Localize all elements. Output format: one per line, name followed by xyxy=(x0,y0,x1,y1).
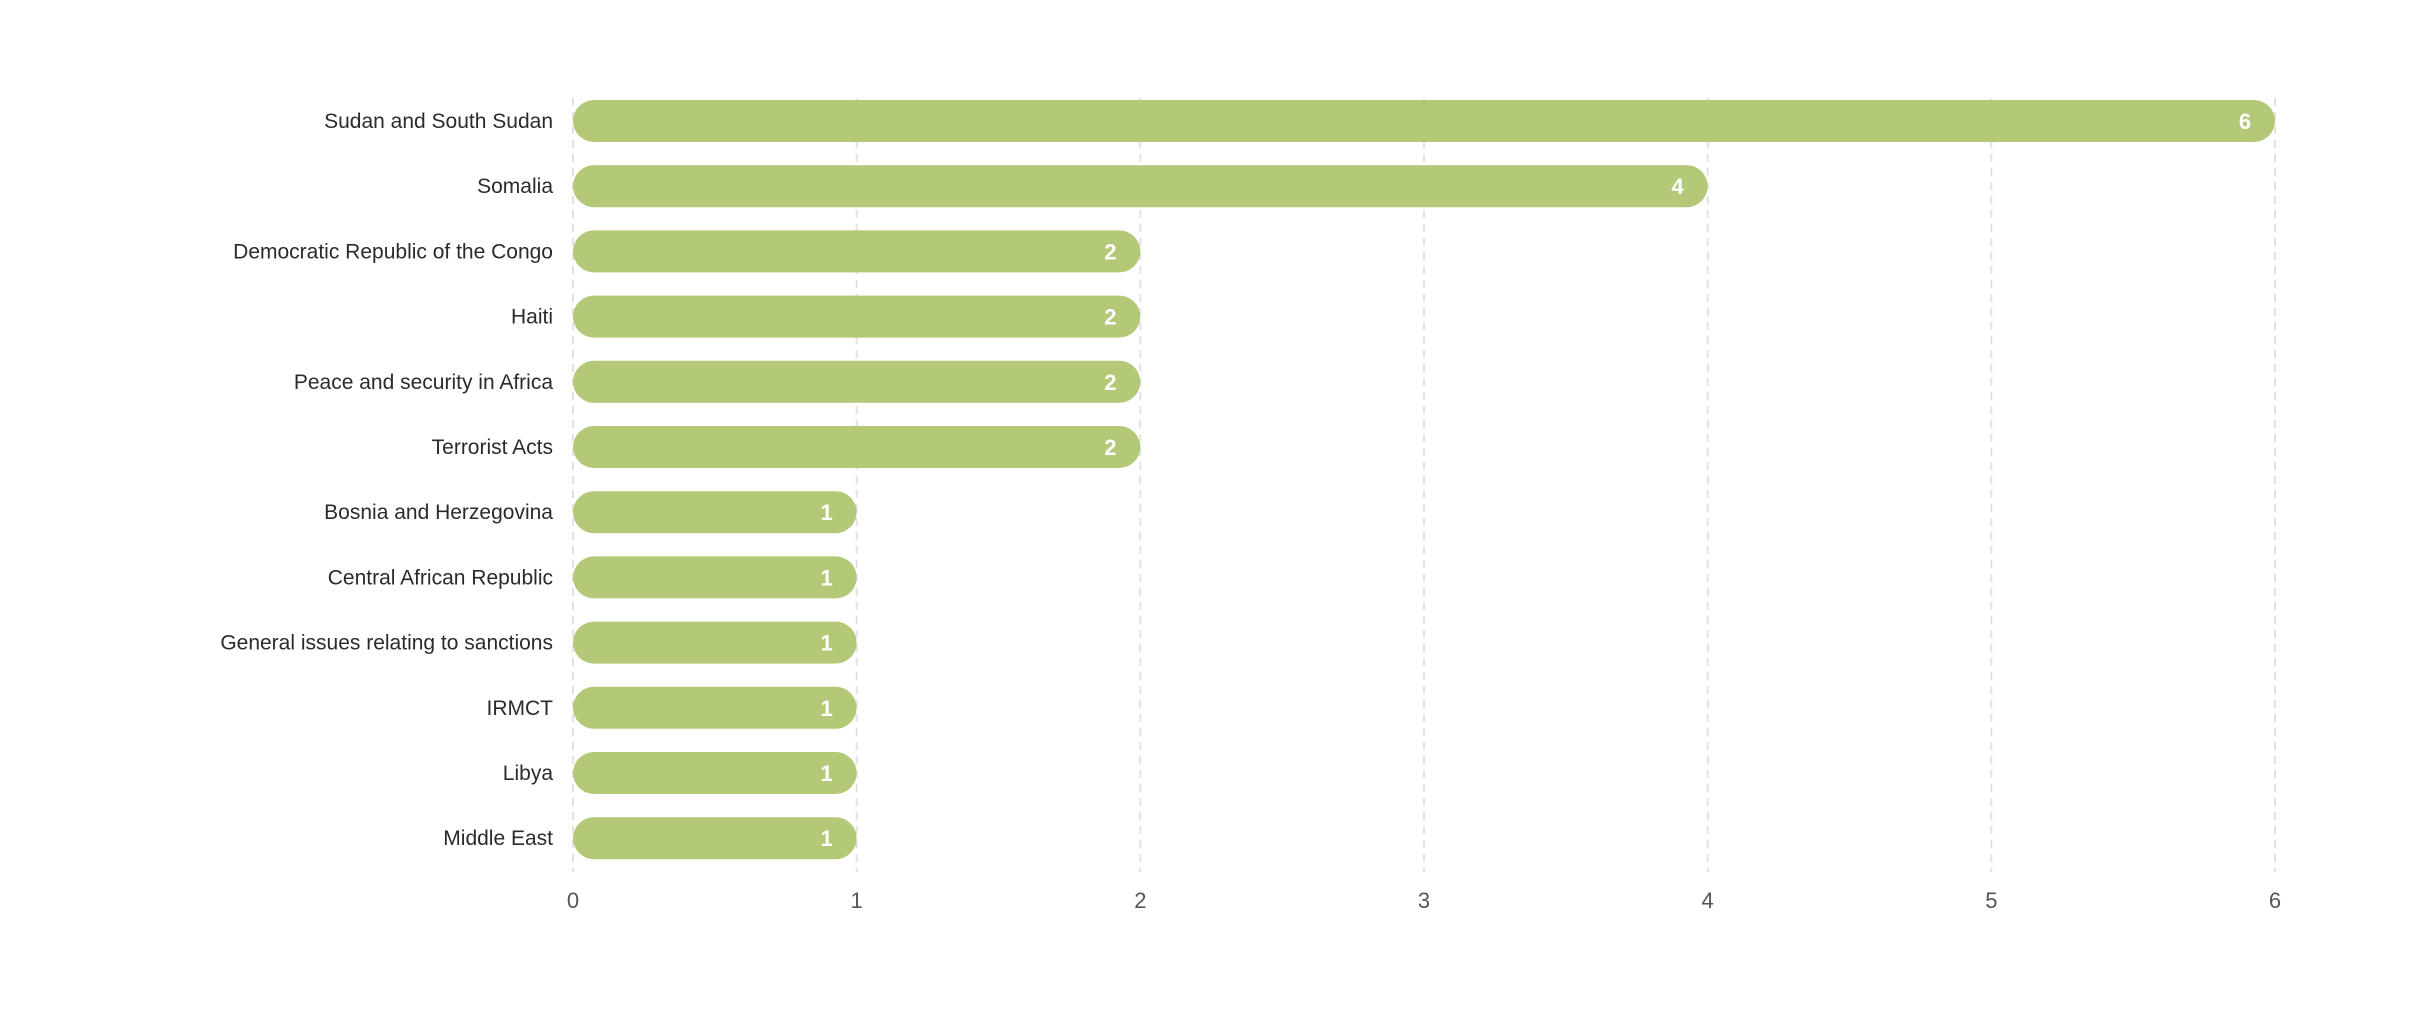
category-label-9: IRMCT xyxy=(487,697,554,720)
value-label-8: 1 xyxy=(821,631,833,656)
category-label-6: Bosnia and Herzegovina xyxy=(324,501,553,524)
bar-4 xyxy=(573,360,1141,403)
category-label-3: Haiti xyxy=(511,306,553,329)
bar-7 xyxy=(573,556,857,599)
bar-2 xyxy=(573,230,1141,273)
category-label-0: Sudan and South Sudan xyxy=(324,110,553,133)
bar-6 xyxy=(573,491,857,534)
bar-1 xyxy=(573,165,1708,208)
category-label-4: Peace and security in Africa xyxy=(294,371,553,394)
value-label-2: 2 xyxy=(1104,239,1116,264)
bar-10 xyxy=(573,752,857,794)
x-tick-label-6: 6 xyxy=(2269,888,2281,913)
value-label-11: 1 xyxy=(821,826,833,851)
bar-11 xyxy=(573,817,857,860)
value-label-0: 6 xyxy=(2239,109,2251,134)
bar-layer: 6 4 2 2 2 2 1 1 1 1 1 1 xyxy=(573,100,2275,860)
value-label-3: 2 xyxy=(1104,305,1116,330)
value-label-9: 1 xyxy=(821,696,833,721)
bar-9 xyxy=(573,686,857,729)
category-label-2: Democratic Republic of the Congo xyxy=(233,240,553,263)
value-label-6: 1 xyxy=(821,500,833,525)
value-label-7: 1 xyxy=(821,565,833,590)
value-label-1: 4 xyxy=(1672,174,1685,199)
category-label-11: Middle East xyxy=(443,827,553,850)
x-tick-label-0: 0 xyxy=(567,888,579,913)
value-label-4: 2 xyxy=(1104,370,1116,395)
bar-3 xyxy=(573,295,1141,338)
x-tick-label-1: 1 xyxy=(851,888,863,913)
value-label-10: 1 xyxy=(821,761,833,786)
category-label-5: Terrorist Acts xyxy=(432,436,553,459)
grid-layer xyxy=(572,98,2276,872)
category-label-8: General issues relating to sanctions xyxy=(220,632,553,655)
value-label-5: 2 xyxy=(1104,435,1116,460)
category-label-7: Central African Republic xyxy=(328,566,553,589)
x-tick-label-2: 2 xyxy=(1134,888,1146,913)
category-label-10: Libya xyxy=(503,762,554,785)
x-axis-ticks: 0 1 2 3 4 5 6 xyxy=(567,888,2281,913)
category-label-1: Somalia xyxy=(477,175,553,198)
x-tick-label-5: 5 xyxy=(1985,888,1997,913)
bar-0 xyxy=(573,100,2275,142)
category-labels: Sudan and South Sudan Somalia Democratic R… xyxy=(220,110,553,850)
x-tick-label-3: 3 xyxy=(1418,888,1430,913)
x-tick-label-4: 4 xyxy=(1702,888,1714,913)
bar-5 xyxy=(573,426,1141,468)
bar-8 xyxy=(573,621,857,664)
